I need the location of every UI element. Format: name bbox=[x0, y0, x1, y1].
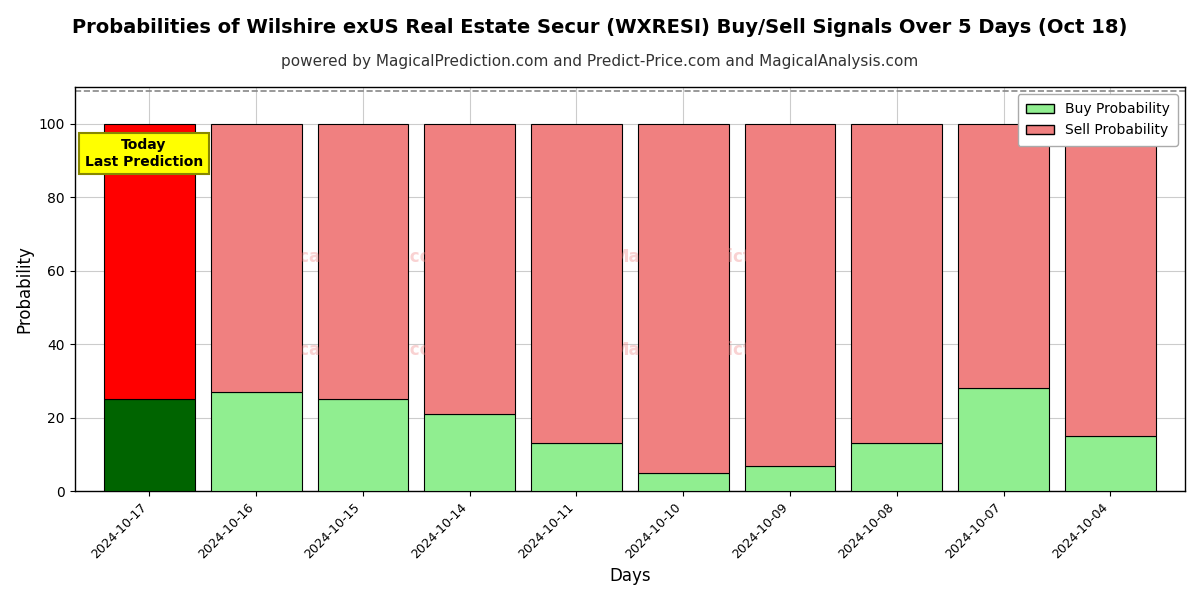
X-axis label: Days: Days bbox=[610, 567, 650, 585]
Bar bbox=[318, 400, 408, 491]
Text: powered by MagicalPrediction.com and Predict-Price.com and MagicalAnalysis.com: powered by MagicalPrediction.com and Pre… bbox=[281, 54, 919, 69]
Bar bbox=[425, 124, 515, 414]
Text: MagicalAnalysis.com: MagicalAnalysis.com bbox=[254, 341, 450, 359]
Text: MagicalAnalysis.com: MagicalAnalysis.com bbox=[254, 248, 450, 266]
Bar bbox=[425, 414, 515, 491]
Bar bbox=[1064, 124, 1156, 436]
Bar bbox=[744, 466, 835, 491]
Y-axis label: Probability: Probability bbox=[16, 245, 34, 333]
Bar bbox=[532, 124, 622, 443]
Bar bbox=[638, 473, 728, 491]
Bar bbox=[211, 124, 301, 392]
Bar bbox=[104, 124, 194, 400]
Legend: Buy Probability, Sell Probability: Buy Probability, Sell Probability bbox=[1018, 94, 1178, 146]
Text: Probabilities of Wilshire exUS Real Estate Secur (WXRESI) Buy/Sell Signals Over : Probabilities of Wilshire exUS Real Esta… bbox=[72, 18, 1128, 37]
Bar bbox=[851, 124, 942, 443]
Bar bbox=[1064, 436, 1156, 491]
Text: MagicalPrediction.com: MagicalPrediction.com bbox=[612, 248, 826, 266]
Text: Today
Last Prediction: Today Last Prediction bbox=[85, 139, 203, 169]
Bar bbox=[958, 124, 1049, 388]
Bar bbox=[211, 392, 301, 491]
Bar bbox=[638, 124, 728, 473]
Bar bbox=[958, 388, 1049, 491]
Text: MagicalPrediction.com: MagicalPrediction.com bbox=[612, 341, 826, 359]
Bar bbox=[744, 124, 835, 466]
Bar bbox=[532, 443, 622, 491]
Bar bbox=[318, 124, 408, 400]
Bar bbox=[104, 400, 194, 491]
Bar bbox=[851, 443, 942, 491]
